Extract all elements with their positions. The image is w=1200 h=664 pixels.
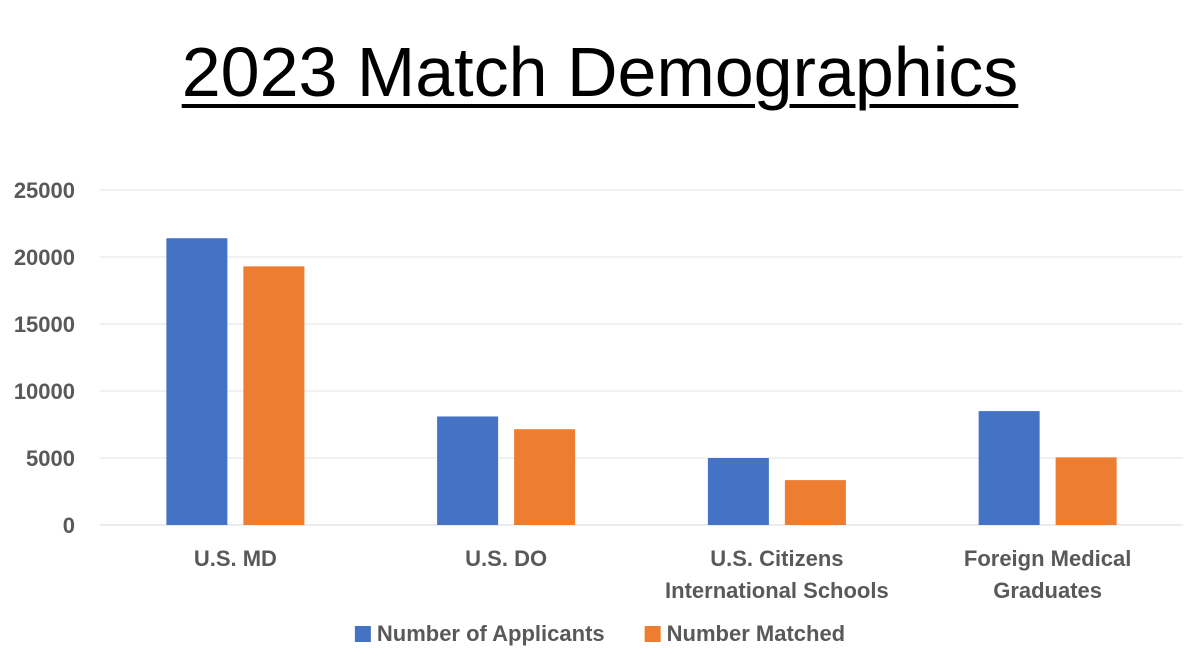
y-tick-label: 5000 [26,446,75,471]
legend-swatch [354,626,371,642]
y-tick-label: 15000 [14,312,75,337]
y-tick-label: 25000 [14,178,75,203]
x-category-label: U.S. Citizens [710,546,843,571]
x-category-label: U.S. MD [194,546,277,571]
bar-applicants [166,238,228,526]
bar-applicants [978,411,1040,525]
x-category-label: Graduates [993,578,1102,603]
x-category-label: U.S. DO [465,546,547,571]
legend-label: Number of Applicants [377,621,605,646]
legend-swatch [644,626,661,642]
bar-applicants [437,416,499,525]
y-tick-label: 0 [63,513,75,538]
bar-matched [243,266,305,525]
y-axis-ticks: 0 5000 10000 15000 20000 25000 [14,178,75,538]
bar-matched [514,429,576,525]
y-tick-label: 10000 [14,379,75,404]
chart-title: 2023 Match Demographics [181,33,1019,111]
y-tick-label: 20000 [14,245,75,270]
legend-label: Number Matched [667,621,845,646]
x-category-label: Foreign Medical [964,546,1131,571]
x-category-label: International Schools [665,578,889,603]
bar-applicants [707,458,769,525]
bar-matched [784,480,846,525]
bars [166,238,1117,526]
legend: Number of Applicants Number Matched [354,621,845,646]
bar-matched [1055,457,1117,525]
x-axis-categories: U.S. MD U.S. DO U.S. Citizens International… [194,546,1132,603]
